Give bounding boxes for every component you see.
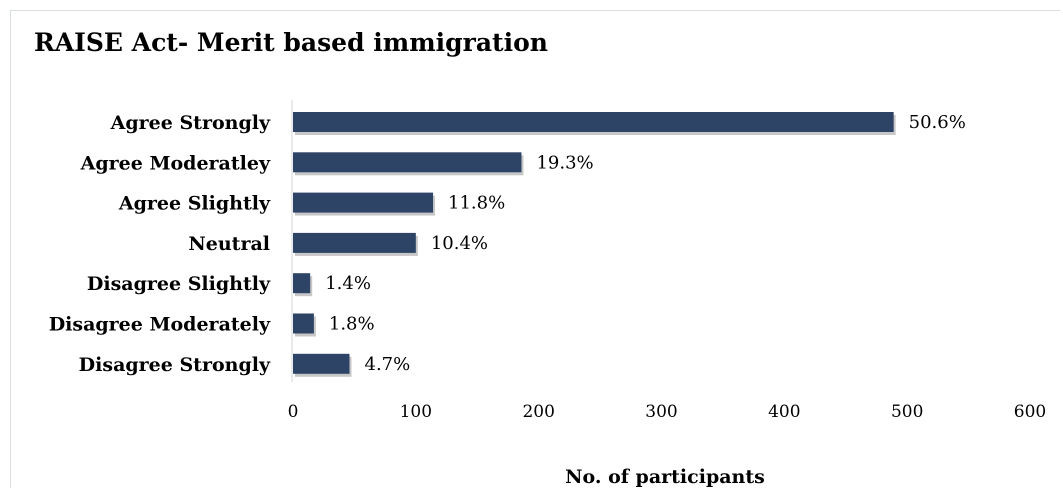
x-axis-title: No. of participants: [565, 466, 765, 488]
x-tick-label: 600: [1014, 402, 1046, 422]
data-label: 19.3%: [536, 152, 593, 173]
data-label: 1.8%: [329, 314, 375, 335]
bar: [293, 192, 434, 213]
x-tick-label: 400: [768, 402, 800, 422]
chart-frame: [10, 10, 1060, 488]
category-label: Neutral: [188, 233, 270, 255]
x-tick-label: 0: [288, 402, 299, 422]
category-label: Disagree Slightly: [87, 273, 271, 295]
category-label: Agree Slightly: [118, 193, 271, 215]
bar: [293, 112, 894, 132]
bar: [293, 273, 311, 294]
bar: [293, 313, 314, 334]
bar: [293, 152, 522, 173]
bar: [293, 353, 350, 374]
data-label: 11.8%: [448, 193, 505, 214]
data-label: 4.7%: [365, 354, 411, 375]
data-label: 50.6%: [909, 112, 966, 133]
data-label: 10.4%: [431, 233, 488, 254]
category-label: Agree Strongly: [110, 112, 271, 134]
category-label: Disagree Strongly: [79, 354, 271, 376]
x-tick-label: 100: [400, 402, 432, 422]
x-tick-label: 300: [645, 402, 677, 422]
category-label: Disagree Moderately: [49, 314, 271, 336]
data-label: 1.4%: [325, 273, 371, 294]
x-tick-label: 200: [522, 402, 554, 422]
category-label: Agree Moderatley: [80, 152, 271, 174]
bar: [293, 232, 416, 253]
x-tick-label: 500: [891, 402, 923, 422]
chart-title: RAISE Act- Merit based immigration: [34, 28, 548, 57]
